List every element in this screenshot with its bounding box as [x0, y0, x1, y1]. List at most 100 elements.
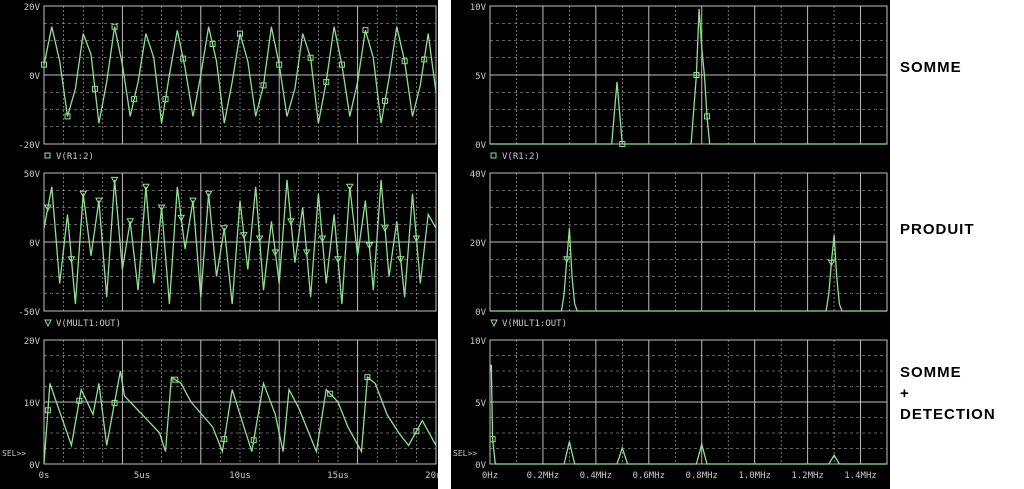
left-plot-1-marker	[111, 23, 118, 30]
left-plot-2-marker	[204, 190, 213, 198]
left-plot-3-xtick: 0s	[39, 471, 50, 481]
label-somme-detection-line2: +	[900, 385, 910, 402]
right-plot-3-xtick: 1.2MHz	[791, 471, 824, 481]
left-plot-2-marker	[177, 214, 186, 222]
right-plot-1-legend-text: V(R1:2)	[502, 152, 540, 162]
label-produit-text: PRODUIT	[900, 221, 975, 238]
right-plot-1-ytick: 0V	[475, 141, 486, 151]
left-plot-2-ytick: -50V	[18, 308, 40, 318]
right-plot-2-marker	[562, 256, 571, 264]
left-plot-1-marker	[131, 96, 138, 103]
left-plot-3-ytick: 0V	[29, 461, 40, 471]
left-plot-1-marker	[162, 96, 169, 103]
right-plot-3-xtick: 0.2MHz	[527, 471, 560, 481]
left-plot-3-marker	[76, 397, 83, 404]
left-plot-1-marker	[91, 85, 98, 92]
left-plot-1-marker	[338, 61, 345, 68]
right-plot-3-xtick: 1.0MHz	[738, 471, 771, 481]
left-plot-2-marker	[220, 225, 229, 233]
right-plot-3-series-line	[489, 364, 887, 465]
left-plot-2-marker	[396, 256, 405, 264]
right-plot-3-marker	[489, 436, 496, 443]
left-plot-1-legend-marker	[44, 152, 51, 159]
left-plot-3-marker	[364, 374, 371, 381]
left-plot-2-marker	[240, 232, 248, 240]
left-plot-2-marker	[271, 249, 280, 257]
left-plot-3-marker	[413, 428, 420, 435]
left-plot-3-xtick: 10us	[229, 471, 251, 481]
left-plot-3-xtick: 15us	[327, 471, 349, 481]
right-plot-3-xtick: 0.4MHz	[580, 471, 613, 481]
right-plot-1-ytick: 10V	[470, 3, 487, 13]
label-produit: PRODUIT	[900, 219, 975, 240]
left-plot-2-marker	[126, 218, 135, 226]
left-plot-1-marker	[209, 40, 216, 47]
left-plot-3-series-line	[43, 370, 437, 465]
label-somme: SOMME	[900, 57, 962, 78]
left-plot-2-legend-text: V(MULT1:OUT)	[56, 319, 121, 329]
right-plot-1-marker	[619, 141, 626, 147]
left-plot-2-marker	[110, 176, 119, 184]
left-plot-3-marker	[221, 436, 228, 443]
left-plot-2-marker	[79, 190, 88, 198]
left-plot-2-ytick: 0V	[29, 239, 40, 249]
panel-separator	[438, 0, 451, 489]
left-plot-1-series-line	[43, 26, 437, 124]
right-plot-1-legend-marker	[490, 152, 497, 159]
left-plot-1-marker	[421, 56, 428, 63]
right-plot-3-ytick: 0V	[475, 461, 486, 471]
left-plot-2-marker	[318, 235, 327, 243]
time-domain-plots: 20V 0V -20V V(R1:2) 50V 0V -50V V(MULT1:OUT) 20V…	[2, 3, 438, 481]
left-plot-2-marker	[95, 197, 103, 205]
left-plot-2-ytick: 50V	[24, 170, 41, 180]
left-plot-1-marker	[260, 82, 267, 89]
frequency-domain-plots: 10V 5V 0V V(R1:2) 40V 20V 0V V(MULT1:OUT) 10V 5V 0…	[453, 3, 888, 481]
label-somme-detection: SOMME + DETECTION	[900, 362, 996, 425]
right-plot-1-ytick: 5V	[475, 72, 486, 82]
left-plot-3-cursor-label: SEL>>	[2, 449, 26, 458]
right-plot-2-ytick: 40V	[470, 170, 487, 180]
left-plot-3-marker	[172, 376, 179, 383]
left-plot-1-marker	[307, 54, 314, 61]
left-plot-3-ytick: 10V	[24, 399, 41, 409]
right-plot-2-ytick: 20V	[470, 239, 487, 249]
left-plot-1-marker	[276, 61, 283, 68]
right-plot-3-xtick: 0.8MHz	[685, 471, 718, 481]
left-plot-2-marker	[189, 197, 197, 205]
left-plot-3-marker	[327, 390, 334, 397]
left-plot-2-marker	[302, 249, 311, 257]
left-plot-2-marker	[142, 183, 150, 191]
left-plot-1-marker	[382, 97, 389, 104]
left-plot-1-legend-text: V(R1:2)	[56, 152, 94, 162]
right-plot-3-ytick: 10V	[470, 337, 487, 347]
right-plot-3-ytick: 5V	[475, 399, 486, 409]
right-plot-1-marker	[704, 113, 711, 120]
left-plot-2-legend-marker	[44, 319, 52, 328]
right-spectrum-panel: 10V 5V 0V V(R1:2) 40V 20V 0V V(MULT1:OUT) 10V 5V 0…	[451, 0, 890, 489]
left-plot-2-marker	[157, 204, 166, 212]
left-plot-1-marker	[323, 78, 330, 85]
left-plot-1-ytick: 0V	[29, 72, 40, 82]
left-plot-2-marker	[67, 256, 76, 264]
left-plot-2-marker	[412, 235, 421, 243]
left-plot-1-marker	[41, 61, 47, 68]
left-plot-2-marker	[287, 218, 295, 226]
left-plot-2-marker	[334, 256, 342, 264]
left-plot-2-marker	[44, 204, 52, 212]
label-somme-detection-line3: DETECTION	[900, 406, 996, 423]
right-plot-1-series-line	[490, 8, 887, 145]
left-plot-2-marker	[365, 242, 374, 250]
label-somme-text: SOMME	[900, 59, 962, 76]
left-plot-1-marker	[237, 30, 243, 37]
left-plot-3-marker	[44, 407, 51, 414]
right-plot-2-legend-marker	[490, 319, 498, 328]
left-plot-1-marker	[64, 113, 71, 120]
left-plot-1-marker	[362, 27, 369, 34]
left-plot-3-ytick: 20V	[24, 337, 41, 347]
right-plot-3-xtick: 1.4MHz	[844, 471, 877, 481]
right-plot-2-marker	[827, 259, 836, 267]
right-plot-1-marker	[693, 72, 700, 78]
right-plot-2-series-line	[490, 228, 887, 312]
left-plot-1-ytick: 20V	[24, 3, 41, 13]
label-somme-detection-line1: SOMME	[900, 364, 962, 381]
